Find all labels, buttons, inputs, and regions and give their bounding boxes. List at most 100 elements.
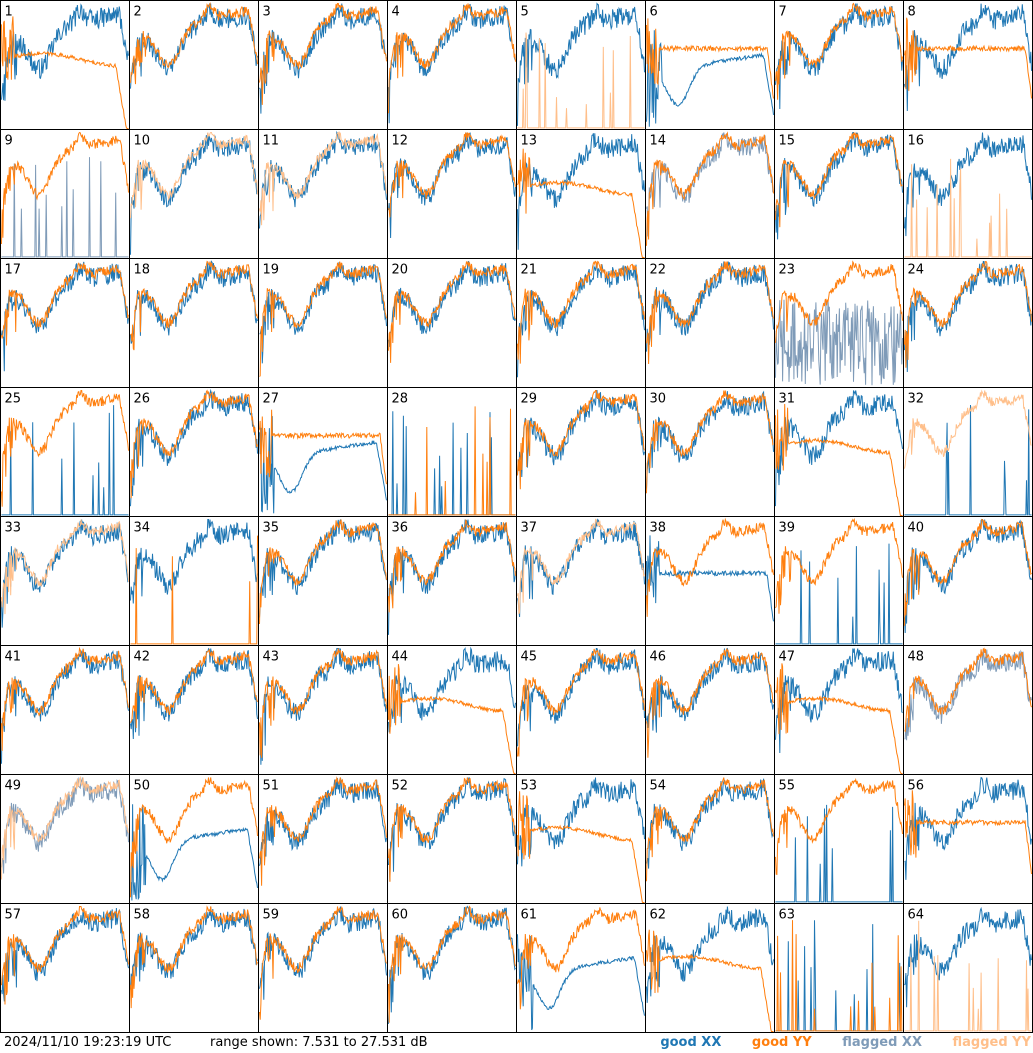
- panel-48: 48: [903, 645, 1033, 775]
- series-yy-6: [646, 18, 774, 99]
- panel-label: 5: [521, 5, 529, 20]
- series-xx-8: [904, 3, 1032, 112]
- panel-label: 38: [650, 521, 667, 536]
- panel-61: 61: [516, 903, 646, 1033]
- series-xx-16: [904, 132, 1032, 237]
- series-yy-17: [1, 262, 129, 346]
- panel-23: 23: [774, 258, 904, 388]
- panel-label: 41: [5, 650, 22, 665]
- panel-10: 10: [129, 129, 259, 259]
- panel-3: 3: [258, 0, 388, 130]
- panel-frame: [129, 516, 259, 646]
- panel-label: 7: [779, 5, 787, 20]
- panel-36: 36: [387, 516, 517, 646]
- series-xx-9: [1, 157, 129, 258]
- panel-12: 12: [387, 129, 517, 259]
- panel-label: 39: [779, 521, 796, 536]
- panel-frame: [0, 903, 130, 1033]
- panel-35: 35: [258, 516, 388, 646]
- series-xx-32: [904, 404, 1032, 516]
- panel-label: 53: [521, 779, 538, 794]
- panel-41: 41: [0, 645, 130, 775]
- series-xx-57: [1, 907, 129, 1002]
- panel-label: 33: [5, 521, 22, 536]
- panel-label: 60: [392, 908, 409, 923]
- panel-label: 12: [392, 134, 409, 149]
- panel-label: 25: [5, 392, 22, 407]
- panel-59: 59: [258, 903, 388, 1033]
- panel-38: 38: [645, 516, 775, 646]
- panel-14: 14: [645, 129, 775, 259]
- panel-frame: [645, 129, 775, 259]
- panel-label: 47: [779, 650, 796, 665]
- series-yy-48: [904, 647, 1032, 733]
- panel-frame: [129, 645, 259, 775]
- panel-label: 56: [908, 779, 925, 794]
- series-xx-45: [517, 648, 645, 747]
- series-yy-34: [130, 535, 258, 645]
- panel-50: 50: [129, 774, 259, 904]
- series-yy-40: [904, 518, 1032, 626]
- panel-label: 23: [779, 263, 796, 278]
- legend: good XX good YY flagged XX flagged YY: [634, 1035, 1031, 1051]
- panel-label: 1: [5, 5, 13, 20]
- panel-45: 45: [516, 645, 646, 775]
- panel-label: 30: [650, 392, 667, 407]
- panel-label: 19: [263, 263, 280, 278]
- panel-5: 5: [516, 0, 646, 130]
- footer: 2024/11/10 19:23:19 UTC range shown: 7.5…: [0, 1033, 1033, 1053]
- series-xx-10: [130, 132, 258, 255]
- series-yy-54: [646, 777, 774, 882]
- panel-label: 13: [521, 134, 538, 149]
- panel-20: 20: [387, 258, 517, 388]
- panel-58: 58: [129, 903, 259, 1033]
- series-yy-36: [388, 519, 516, 613]
- series-xx-49: [1, 776, 129, 874]
- series-xx-17: [1, 261, 129, 372]
- panel-24: 24: [903, 258, 1033, 388]
- series-xx-27: [259, 416, 387, 514]
- series-yy-51: [259, 776, 387, 886]
- series-xx-61: [517, 934, 645, 1031]
- series-yy-42: [130, 648, 258, 729]
- panel-9: 9: [0, 129, 130, 259]
- series-yy-56: [904, 790, 1032, 875]
- panel-label: 20: [392, 263, 409, 278]
- series-yy-35: [259, 519, 387, 625]
- panel-frame: [387, 903, 517, 1033]
- series-yy-38: [646, 517, 774, 617]
- panel-label: 37: [521, 521, 538, 536]
- series-yy-61: [517, 907, 645, 1010]
- panel-frame: [516, 903, 646, 1033]
- panel-label: 64: [908, 908, 925, 923]
- series-yy-50: [130, 777, 258, 898]
- panel-27: 27: [258, 387, 388, 517]
- series-yy-53: [517, 791, 645, 903]
- legend-flagged-yy: flagged YY: [952, 1035, 1032, 1050]
- series-yy-32: [904, 389, 1032, 469]
- panel-57: 57: [0, 903, 130, 1033]
- panel-34: 34: [129, 516, 259, 646]
- panel-label: 43: [263, 650, 280, 665]
- panel-label: 2: [134, 5, 142, 20]
- series-yy-2: [130, 1, 258, 85]
- series-xx-54: [646, 778, 774, 869]
- panel-frame: [258, 387, 388, 517]
- series-xx-13: [517, 133, 645, 250]
- series-yy-26: [130, 389, 258, 499]
- panel-frame: [903, 645, 1033, 775]
- panel-label: 10: [134, 134, 151, 149]
- series-yy-57: [1, 906, 129, 1005]
- series-xx-38: [646, 535, 774, 622]
- series-xx-64: [904, 906, 1032, 1008]
- series-yy-44: [388, 664, 516, 774]
- panel-label: 57: [5, 908, 22, 923]
- panel-22: 22: [645, 258, 775, 388]
- series-xx-60: [388, 905, 516, 1024]
- series-xx-56: [904, 776, 1032, 880]
- panel-53: 53: [516, 774, 646, 904]
- panel-25: 25: [0, 387, 130, 517]
- panel-19: 19: [258, 258, 388, 388]
- panel-49: 49: [0, 774, 130, 904]
- series-yy-31: [775, 403, 903, 516]
